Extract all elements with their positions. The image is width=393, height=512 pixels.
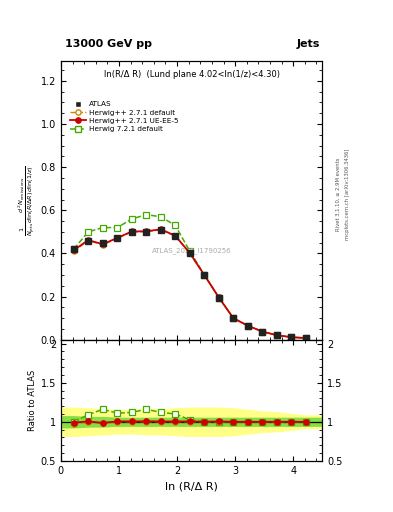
Legend: ATLAS, Herwig++ 2.7.1 default, Herwig++ 2.7.1 UE-EE-5, Herwig 7.2.1 default: ATLAS, Herwig++ 2.7.1 default, Herwig++ … <box>67 98 181 135</box>
Y-axis label: $\frac{1}{N_{\rm jets}}\frac{d^2 N_{\rm emissions}}{d\ln(R/\Delta R)\,d\ln(1/z)}: $\frac{1}{N_{\rm jets}}\frac{d^2 N_{\rm … <box>16 165 37 236</box>
Text: Rivet 3.1.10, ≥ 2.9M events: Rivet 3.1.10, ≥ 2.9M events <box>336 158 341 231</box>
X-axis label: ln (R/Δ R): ln (R/Δ R) <box>165 481 218 491</box>
Text: Jets: Jets <box>297 38 320 49</box>
Text: 13000 GeV pp: 13000 GeV pp <box>65 38 152 49</box>
Y-axis label: Ratio to ATLAS: Ratio to ATLAS <box>28 370 37 431</box>
Text: ATLAS_2020_I1790256: ATLAS_2020_I1790256 <box>152 247 231 254</box>
Text: ln(R/Δ R)  (Lund plane 4.02<ln(1/z)<4.30): ln(R/Δ R) (Lund plane 4.02<ln(1/z)<4.30) <box>104 70 279 79</box>
Text: mcplots.cern.ch [arXiv:1306.3436]: mcplots.cern.ch [arXiv:1306.3436] <box>345 149 350 240</box>
